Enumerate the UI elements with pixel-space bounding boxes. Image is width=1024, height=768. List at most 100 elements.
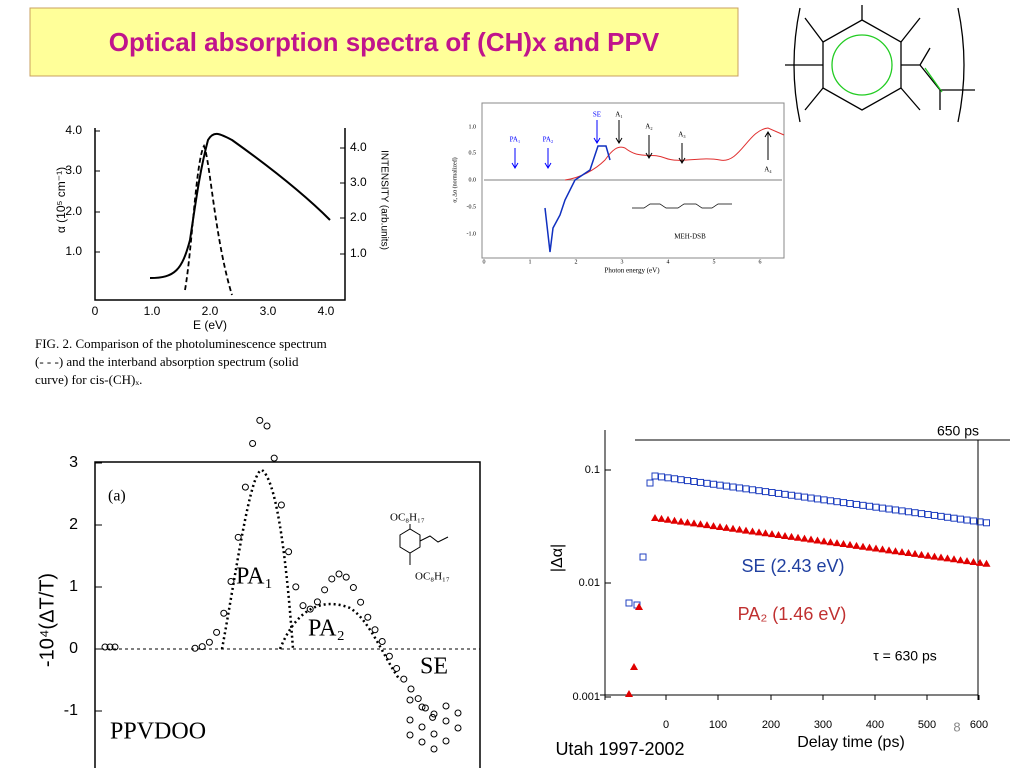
pa-point — [859, 542, 867, 550]
se-point — [710, 480, 717, 488]
figure-4: 0.1 0.01 0.001 0 100 200 300 400 500 600 Delay tim… — [549, 423, 1010, 751]
data-point — [429, 713, 437, 721]
data-point — [205, 638, 213, 646]
data-point — [364, 613, 372, 621]
se-point — [827, 497, 834, 505]
data-point — [414, 695, 422, 703]
data-point — [385, 652, 393, 660]
se-point — [625, 599, 633, 607]
data-point — [378, 637, 386, 645]
pa-point — [729, 524, 737, 532]
pa-point — [657, 514, 666, 522]
pa-point — [943, 554, 952, 562]
pa-point — [755, 528, 763, 536]
data-point — [299, 602, 307, 610]
data-point — [227, 577, 235, 585]
pa-point — [898, 548, 906, 556]
y-tick-label: 2.0 — [65, 204, 82, 218]
pa-point — [872, 544, 880, 552]
pa-point — [950, 555, 958, 563]
data-point — [256, 416, 264, 424]
se-point — [983, 519, 990, 527]
pa-point — [930, 552, 939, 560]
material-label: PPVDOO — [110, 719, 206, 745]
se-point — [840, 499, 847, 507]
pa-point — [911, 549, 919, 557]
se-point — [749, 486, 756, 494]
y-tick-label: 0.1 — [585, 464, 600, 476]
se-point — [859, 501, 867, 509]
se-point — [639, 553, 647, 561]
y-tick-label: 4.0 — [65, 123, 82, 137]
band-label: PA₁ — [236, 564, 273, 590]
data-point — [421, 704, 429, 712]
pa-point — [677, 517, 685, 525]
tau-label: τ = 630 ps — [873, 648, 937, 664]
se-point — [768, 489, 776, 497]
peak-label: A₃ — [678, 131, 686, 139]
x-tick-label: 5 — [713, 259, 716, 265]
data-point — [191, 644, 199, 652]
y-tick-label: 3 — [69, 454, 78, 471]
peak-label: SE — [593, 111, 601, 119]
caption-line: FIG. 2. Comparison of the photoluminesce… — [35, 336, 327, 351]
x-tick-label: 2.0 — [202, 304, 219, 318]
y-tick-label: 2 — [69, 516, 78, 533]
peak-label: PA₁ — [510, 136, 521, 144]
x-tick-label: 300 — [814, 719, 832, 731]
se-point — [931, 511, 938, 519]
pa-point — [937, 553, 945, 561]
y-tick-label: 0.5 — [469, 150, 477, 156]
pa-point — [625, 690, 633, 697]
pa-point — [891, 547, 900, 555]
molecule-label: MEH-DSB — [674, 233, 706, 241]
data-point — [430, 745, 438, 753]
data-point — [371, 626, 379, 634]
data-point — [418, 738, 426, 746]
figure-2: 1.0 0.5 0.0 -0.5 -1.0 0 1 2 3 4 5 6 Photon energy (e… — [451, 102, 785, 275]
y-tick-label: 0 — [69, 640, 78, 657]
se-point — [892, 506, 899, 514]
data-point — [400, 675, 408, 683]
se-point — [677, 476, 685, 484]
x-tick-label: 2 — [575, 259, 578, 265]
top-label: 650 ps — [937, 423, 979, 439]
x-tick-label: 0 — [483, 259, 486, 265]
y-tick-label: 0.0 — [469, 177, 477, 183]
pa-point — [878, 545, 887, 553]
ppv-structure — [785, 5, 975, 123]
y2-tick-label: 3.0 — [350, 175, 367, 189]
pa-point — [833, 539, 841, 547]
pa-point — [982, 559, 991, 567]
pa-point — [846, 540, 854, 548]
pa-point — [774, 531, 783, 539]
molecule — [399, 524, 449, 565]
data-point — [241, 483, 249, 491]
x-tick-label: 1.0 — [144, 304, 161, 318]
se-point — [755, 487, 763, 495]
se-point — [651, 472, 659, 480]
x-tick-label: 600 — [970, 719, 988, 731]
x-axis-label: E (eV) — [193, 318, 227, 332]
figure-3: 3 2 1 0 -1 -10⁴(ΔT/T) (a) PA₁ PA₂ SE PPVDOO OC₈H₁₇ O… — [36, 416, 481, 768]
data-point — [349, 584, 357, 592]
x-tick-label: 0 — [663, 719, 669, 731]
se-point — [723, 482, 730, 490]
data-point — [357, 598, 365, 606]
pa-point — [963, 557, 971, 565]
y2-tick-label: 2.0 — [350, 210, 367, 224]
se-point — [814, 495, 821, 503]
data-point — [198, 643, 206, 651]
pa-point — [716, 522, 724, 530]
pa-point — [651, 514, 659, 521]
se-point — [775, 489, 782, 497]
x-tick-label: 500 — [918, 719, 936, 731]
se-point — [918, 510, 925, 518]
pa-point — [800, 534, 809, 542]
pa-point — [696, 520, 705, 528]
se-point — [944, 513, 951, 521]
se-point — [794, 492, 802, 500]
pa-point — [690, 519, 698, 527]
y-tick-label: -1 — [64, 702, 78, 719]
pa-point — [904, 549, 913, 557]
